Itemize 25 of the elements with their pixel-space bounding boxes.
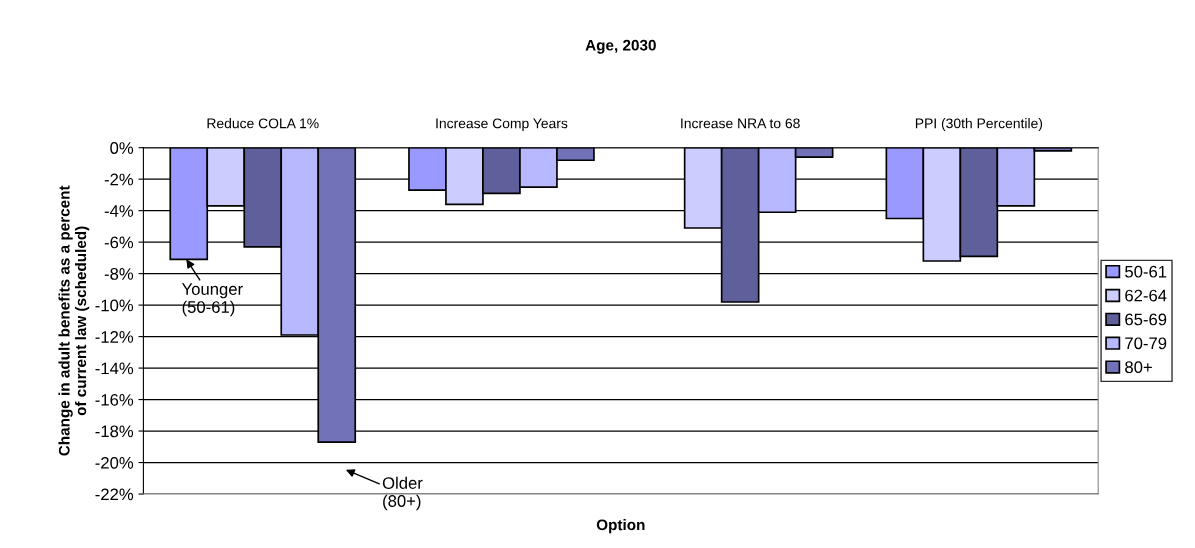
legend-label: 62-64 (1125, 289, 1167, 302)
y-tick-label: -22% (95, 488, 134, 501)
chart-title: Age, 2030 (585, 39, 656, 54)
y-tick-label: -6% (104, 236, 134, 249)
y-tick-label: -18% (95, 425, 134, 438)
x-axis-title: Option (596, 519, 645, 534)
legend-label: 80+ (1125, 361, 1152, 374)
y-tick-label: -12% (95, 331, 134, 343)
y-tick-label: -8% (104, 268, 134, 280)
y-tick-label: 0% (110, 142, 134, 154)
y-tick-label: -10% (95, 299, 134, 312)
y-tick-label: -20% (95, 456, 134, 469)
y-axis-title: Change in adult benefits as a percent of current law (scheduled) (58, 185, 90, 456)
y-tick-label: -2% (104, 173, 134, 186)
legend-label: 50-61 (1125, 265, 1167, 278)
annotation: Older (80+) (382, 476, 423, 511)
y-tick-label: -16% (95, 393, 134, 406)
legend-label: 65-69 (1125, 313, 1167, 326)
x-tick-label: Increase Comp Years (436, 118, 568, 132)
y-tick-label: -4% (104, 205, 134, 217)
x-tick-label: Reduce COLA 1% (207, 118, 319, 129)
legend-label: 70-79 (1125, 337, 1167, 350)
x-tick-label: Increase NRA to 68 (681, 118, 800, 129)
x-tick-label: PPI (30th Percentile) (915, 118, 1043, 132)
y-tick-label: -14% (95, 362, 134, 375)
